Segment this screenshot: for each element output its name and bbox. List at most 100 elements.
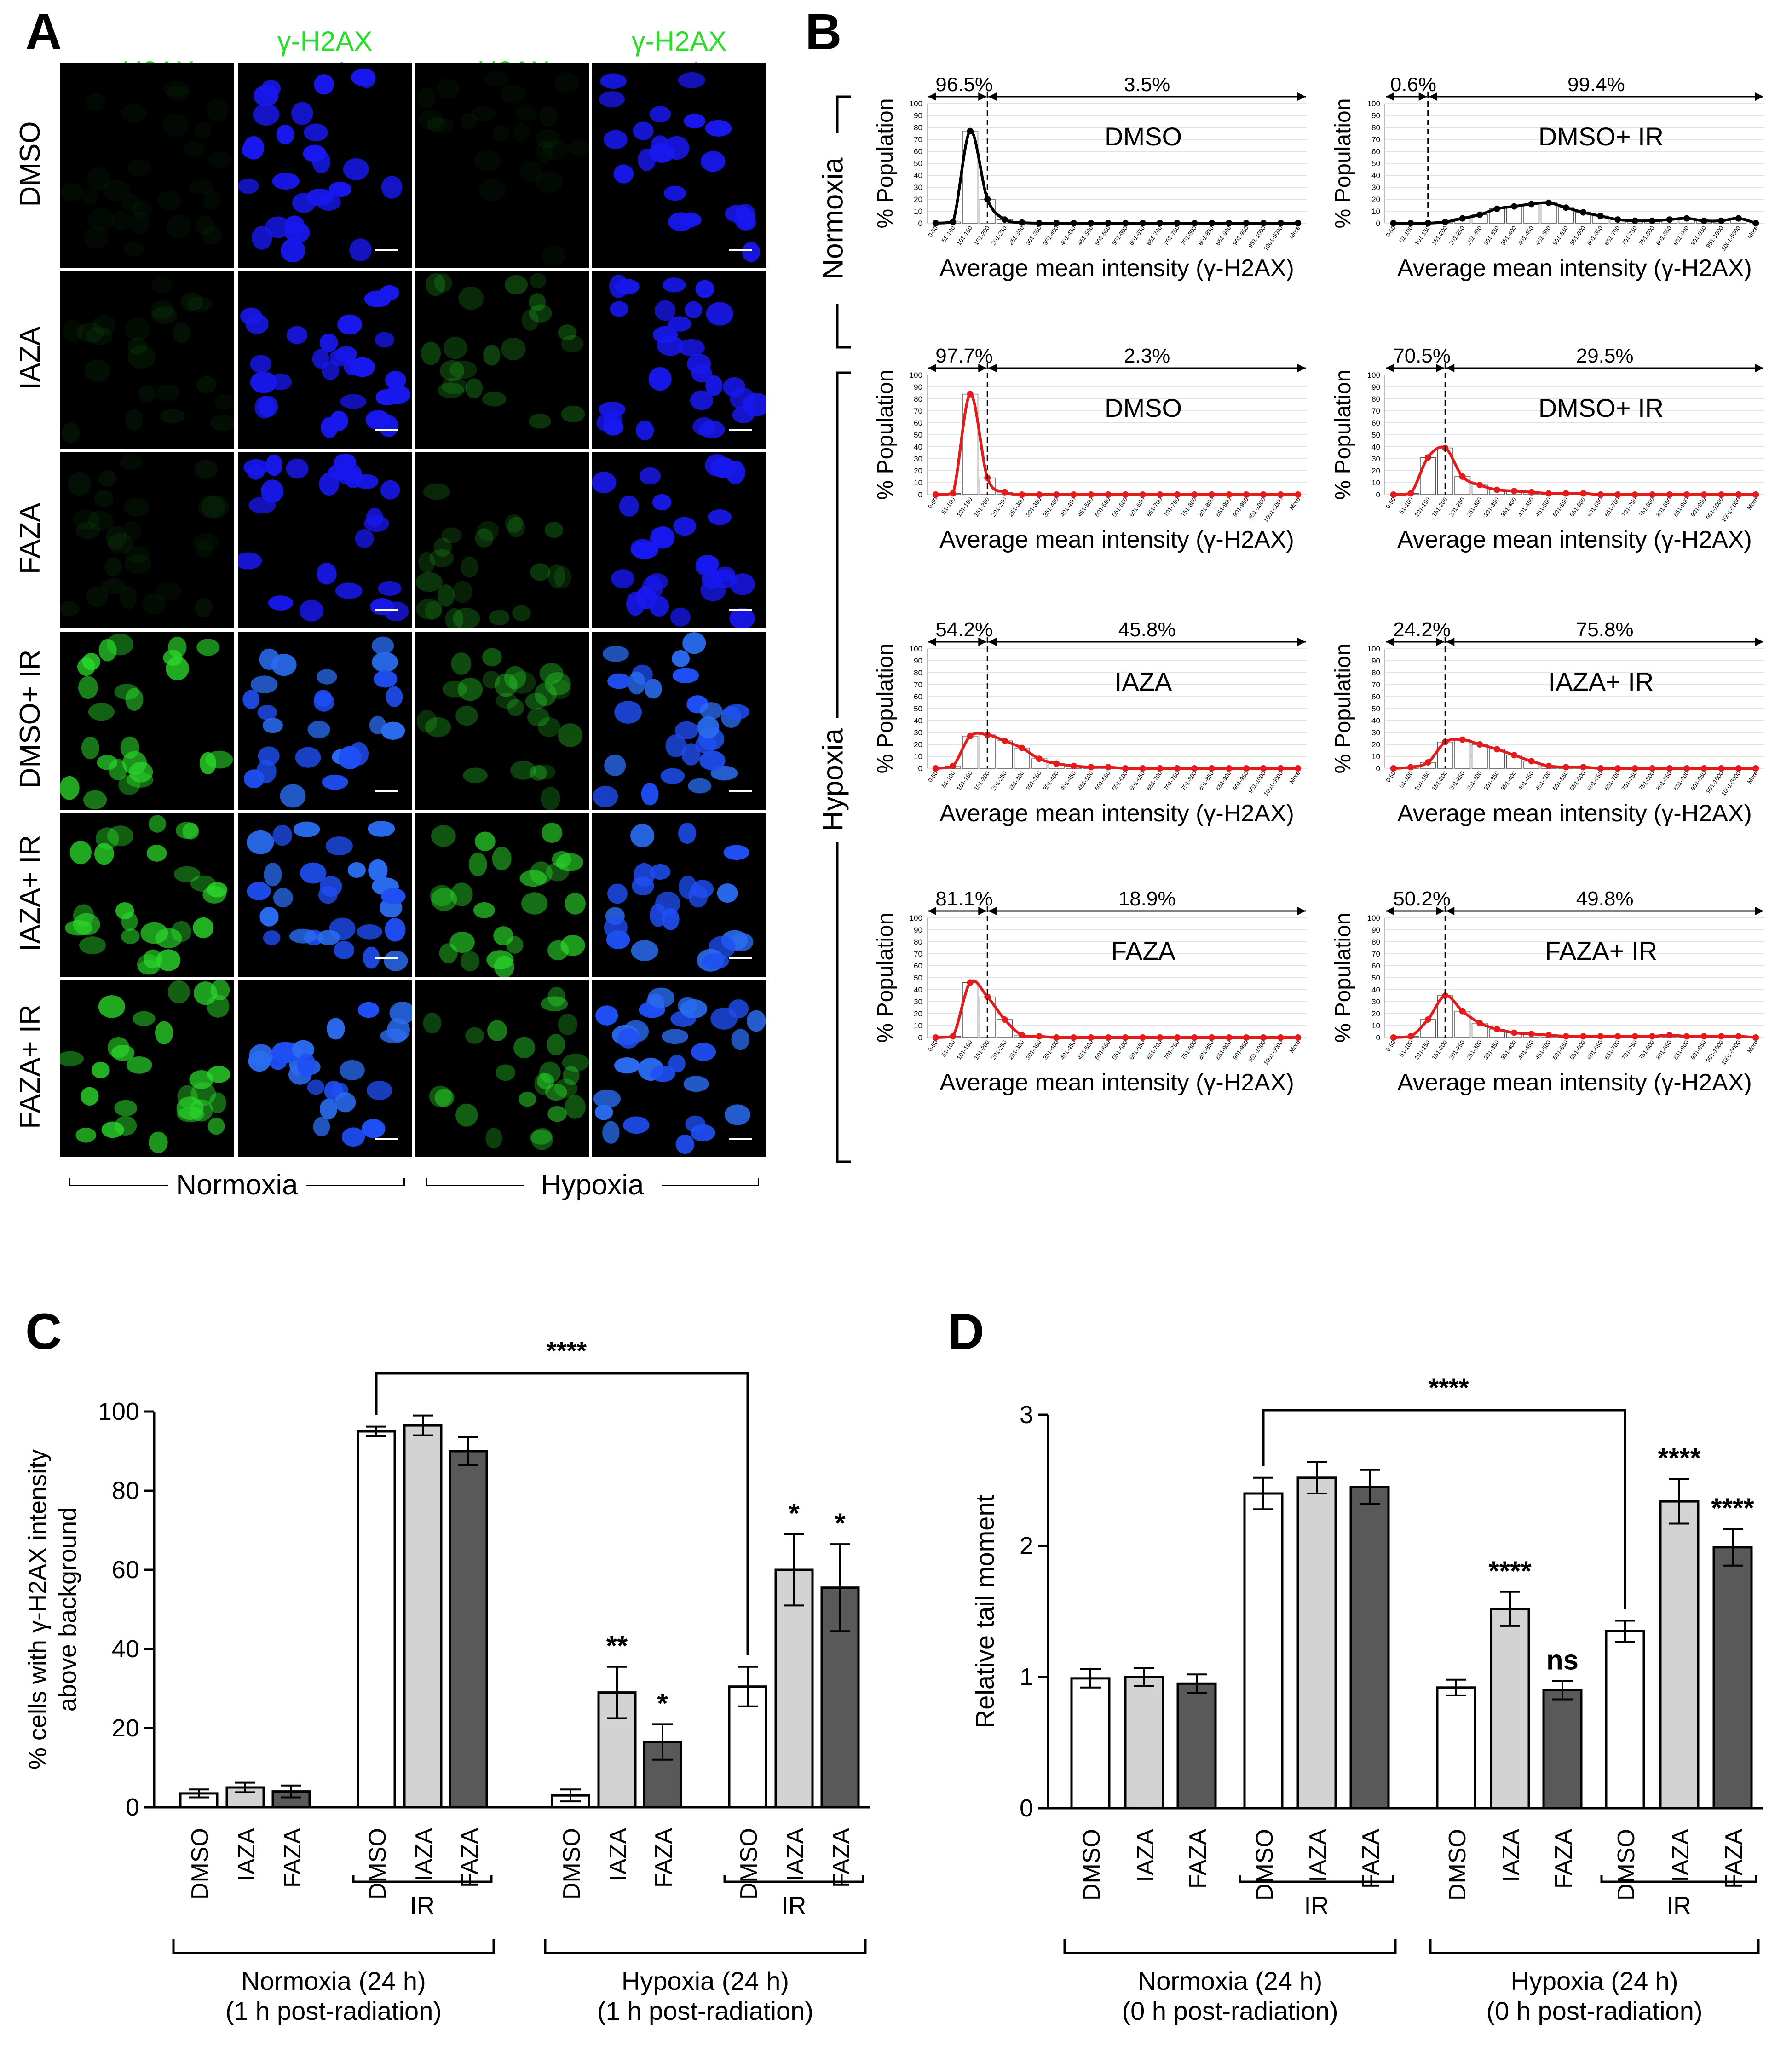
data-point (1122, 220, 1129, 226)
x-tick-label: 551-600 (1111, 496, 1129, 518)
y-tick-label: 40 (1371, 716, 1380, 725)
x-tick-label: 801-850 (1655, 770, 1673, 792)
nucleus (536, 1073, 554, 1090)
nucleus (375, 332, 394, 348)
significance-marker: **** (1711, 1493, 1754, 1523)
nucleus (73, 510, 99, 530)
y-axis-title: % Population (1331, 644, 1355, 774)
x-tick-label: 701-750 (1620, 496, 1639, 518)
nucleus (132, 1011, 156, 1026)
data-point (1511, 1029, 1518, 1036)
y-axis-title: % Population (1331, 98, 1355, 229)
nucleus (683, 1076, 709, 1092)
nucleus (328, 463, 355, 481)
nucleus (325, 836, 353, 856)
nucleus (639, 467, 661, 485)
y-tick-label: 80 (1371, 938, 1380, 946)
x-tick-label: 301-350 (1482, 770, 1501, 792)
nucleus (453, 608, 480, 628)
nucleus (541, 786, 560, 810)
category-label: FAZA (1550, 1829, 1577, 1889)
x-tick-label: 901-950 (1232, 1039, 1250, 1061)
arrowhead (1386, 92, 1394, 101)
group-sublabel: (0 h post-radiation) (1122, 1996, 1338, 2025)
nucleus (434, 273, 452, 293)
y-tick-label: 20 (1371, 467, 1380, 475)
nucleus (349, 238, 372, 262)
nucleus (94, 489, 114, 507)
nucleus (545, 1084, 567, 1101)
nucleus (487, 1020, 507, 1041)
y-tick-label: 50 (1371, 431, 1380, 439)
x-tick-label: 851-900 (1672, 496, 1690, 518)
nucleus (300, 862, 327, 884)
nucleus (240, 307, 262, 325)
nucleus (150, 300, 174, 320)
right-percentage: 2.3% (1124, 345, 1170, 367)
nucleus (214, 393, 234, 410)
data-point (1277, 491, 1284, 498)
category-label: IAZA (411, 1828, 438, 1881)
nucleus (124, 497, 149, 517)
nucleus (562, 1053, 589, 1072)
nucleus (69, 841, 92, 865)
nucleus (78, 676, 98, 699)
nucleus (429, 549, 454, 568)
nucleus (614, 1057, 640, 1074)
right-percentage: 18.9% (1118, 888, 1176, 910)
nucleus (123, 521, 142, 540)
nucleus (368, 859, 388, 882)
merged-hoechst-image (238, 452, 412, 628)
x-tick-label: 201-250 (1448, 225, 1466, 247)
y-tick-label: 40 (1371, 986, 1380, 994)
nucleus (262, 717, 283, 733)
data-point (932, 765, 939, 772)
nucleus (124, 554, 152, 574)
data-point (1580, 1033, 1587, 1040)
nucleus (415, 572, 443, 592)
y-tick-label: 0 (1376, 764, 1380, 773)
x-tick-label: 901-950 (1232, 225, 1250, 247)
left-percentage: 24.2% (1393, 618, 1451, 641)
nucleus (253, 103, 280, 126)
nucleus (156, 949, 181, 971)
data-point (1088, 220, 1095, 226)
data-point (1459, 215, 1466, 222)
x-tick-label: 51-100 (1398, 496, 1414, 515)
significance-marker: ns (1546, 1645, 1579, 1676)
y-tick-label: 90 (1371, 657, 1380, 665)
x-tick-label: 651-700 (1603, 770, 1621, 792)
arrowhead (928, 907, 936, 915)
condition-label: DMSO (1105, 393, 1182, 422)
nucleus (527, 708, 550, 727)
y-tick-label: 20 (1371, 1009, 1380, 1018)
nucleus (75, 1127, 97, 1143)
nucleus (554, 566, 571, 588)
data-point (1752, 765, 1759, 772)
nucleus (613, 164, 634, 184)
data-point (1700, 217, 1707, 224)
nucleus (674, 721, 699, 740)
data-point (1208, 1034, 1215, 1041)
micrograph (62, 276, 234, 444)
data-point (1545, 199, 1552, 206)
micrograph (430, 823, 586, 977)
nucleus (542, 139, 569, 161)
nucleus (547, 986, 566, 1007)
x-tick-label: More (1746, 496, 1759, 511)
category-label: IAZA (782, 1828, 809, 1881)
data-point (1511, 752, 1518, 759)
bar (1490, 1608, 1530, 1810)
nucleus (341, 1127, 365, 1147)
nucleus (207, 994, 230, 1018)
data-point (1545, 490, 1552, 497)
row-label: DMSO (14, 121, 46, 207)
data-point (1390, 220, 1397, 226)
x-tick-label: 451-500 (1076, 770, 1095, 792)
x-tick-label: 701-750 (1620, 225, 1639, 247)
nucleus (140, 922, 168, 944)
x-tick-label: 201-250 (1448, 1039, 1466, 1061)
x-tick-label: 551-600 (1568, 496, 1587, 518)
panel-c-bar-chart: 0 20 40 60 80 100 % cells with γ-H2AX intensit… (24, 1336, 870, 2025)
y-tick-label: 80 (914, 395, 922, 404)
